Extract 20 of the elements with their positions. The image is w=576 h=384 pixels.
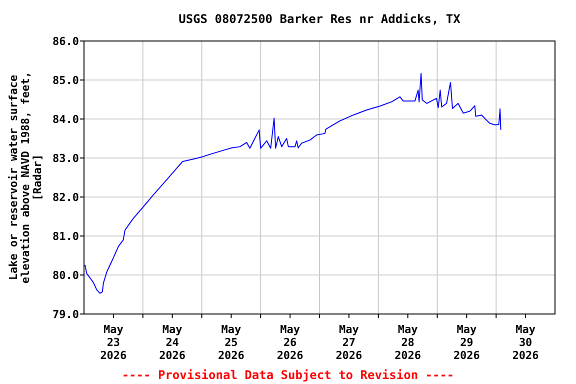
x-tick-label: May 27 2026 [336,323,363,362]
y-tick-label: 83.0 [52,152,79,165]
y-tick-label: 84.0 [52,113,79,126]
y-axis-title: Lake or reservoir water surface elevation above NAVD 1988, feet, [Radar] [7,72,44,284]
line-series [84,72,502,294]
chart-title: USGS 08072500 Barker Res nr Addicks, TX [178,12,462,26]
x-tick-label: May 26 2026 [276,323,304,362]
x-tick-label: May 28 2026 [394,323,422,362]
text: ---- Provisional Data Subject to Revision ---- [122,368,454,382]
x-tick-label: May 30 2026 [512,323,540,362]
y-tick-label: 82.0 [52,191,79,204]
x-tick-label: May 29 2026 [453,323,480,362]
y-tick-label: 81.0 [52,230,79,243]
y-tick-label: 86.0 [52,35,79,48]
y-tick-label: 80.0 [52,269,79,282]
y-tick-label: 85.0 [52,74,79,87]
x-tick-label: May 23 2026 [100,323,128,362]
y-tick-label: 79.0 [52,308,79,321]
x-tick-label: May 25 2026 [218,323,245,362]
x-tick-label: May 24 2026 [159,323,186,362]
